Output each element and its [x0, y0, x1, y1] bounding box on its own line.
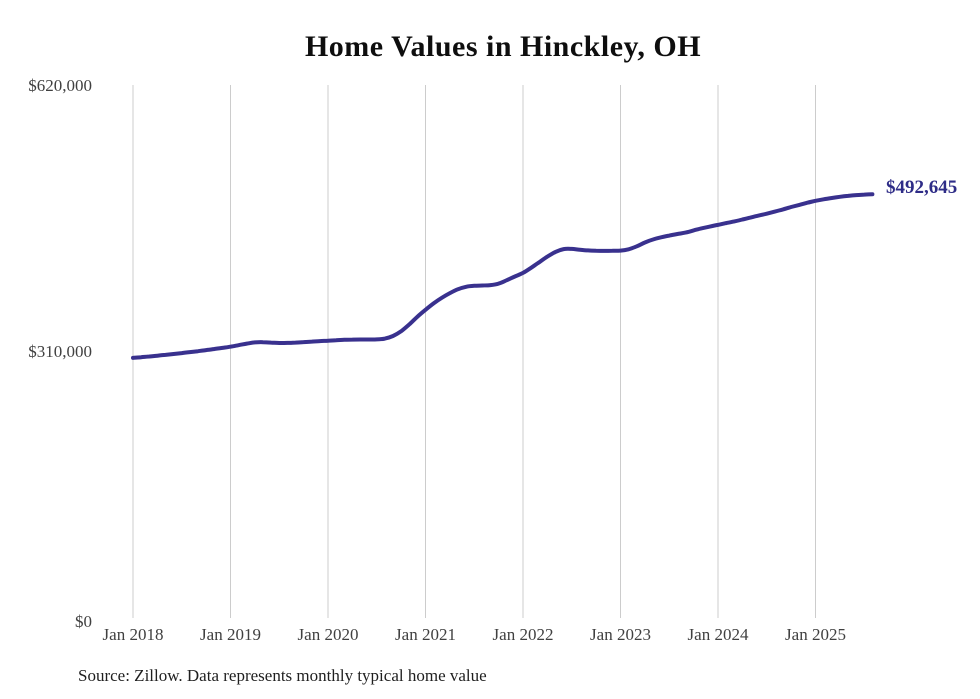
latest-value-label: $492,645 [886, 177, 958, 198]
x-axis-tick-label: Jan 2025 [785, 625, 846, 644]
x-axis-tick-label: Jan 2020 [298, 625, 359, 644]
x-axis-tick-label: Jan 2021 [395, 625, 456, 644]
y-axis-tick-310000: $310,000 [28, 342, 92, 361]
y-axis-tick-0: $0 [75, 612, 92, 631]
x-axis-tick-label: Jan 2018 [103, 625, 164, 644]
x-axis-tick-label: Jan 2019 [200, 625, 261, 644]
x-axis-tick-label: Jan 2023 [590, 625, 651, 644]
y-axis-tick-620000: $620,000 [28, 76, 92, 95]
x-axis-tick-label: Jan 2024 [688, 625, 749, 644]
chart-title: Home Values in Hinckley, OH [304, 30, 702, 63]
x-axis-tick-label: Jan 2022 [493, 625, 554, 644]
source-note: Source: Zillow. Data represents monthly … [78, 666, 487, 685]
home-value-line [131, 192, 875, 360]
